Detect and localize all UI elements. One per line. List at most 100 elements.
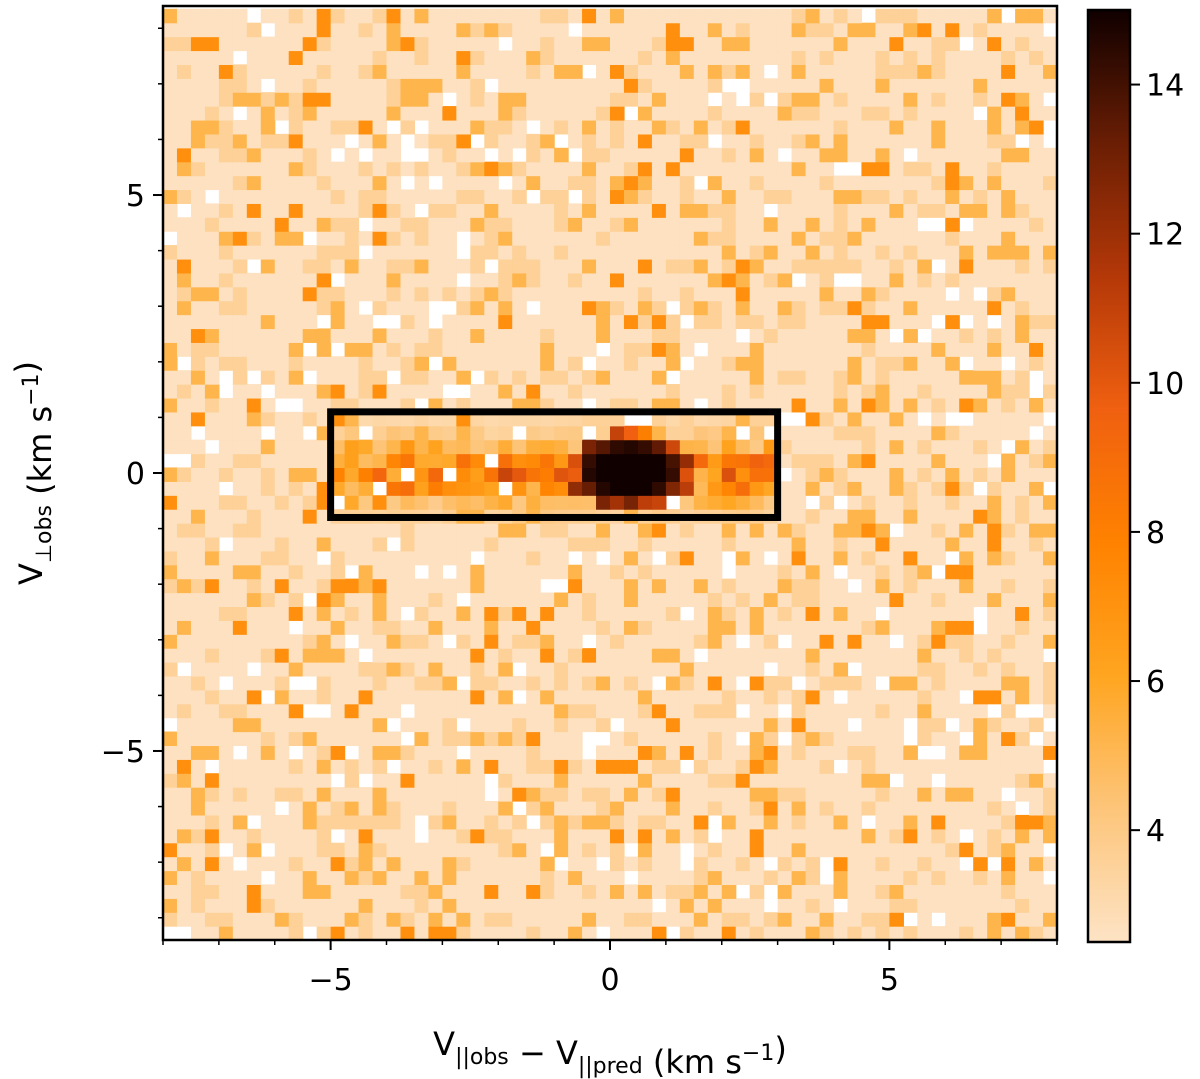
heatmap-cell [987,787,1002,802]
heatmap-cell [414,328,430,343]
heatmap-cell [428,523,443,538]
heatmap-cell [246,203,262,218]
heatmap-cell [693,78,709,93]
heatmap-cell [484,245,499,260]
heatmap-cell [442,592,457,608]
heatmap-cell [288,411,304,427]
heatmap-cell [260,773,276,788]
heatmap-cell [428,592,443,608]
heatmap-cell [540,759,555,774]
heatmap-cell [917,384,932,399]
heatmap-cell [735,300,751,316]
heatmap-cell [596,328,611,343]
heatmap-cell [512,634,527,649]
heatmap-cell [470,453,485,469]
heatmap-cell [805,550,821,566]
heatmap-cell [582,481,597,496]
heatmap-cell [623,773,639,788]
heatmap-cell [428,8,443,24]
heatmap-cell [707,745,723,760]
heatmap-cell [987,564,1002,580]
heatmap-cell [526,370,541,385]
heatmap-cell [330,411,346,427]
heatmap-cell [358,634,374,649]
heatmap-cell [163,536,178,552]
heatmap-cell [1043,453,1058,469]
heatmap-cell [316,620,332,635]
heatmap-cell [1015,384,1030,399]
heatmap-cell [623,717,639,733]
heatmap-cell [232,36,248,52]
heatmap-cell [596,425,611,441]
heatmap-cell [316,245,332,260]
heatmap-cell [875,328,890,343]
heatmap-cell [777,592,793,608]
heatmap-cell [791,731,807,747]
heatmap-cell [1015,92,1030,107]
heatmap-cell [1029,314,1044,330]
heatmap-cell [610,828,625,844]
heatmap-cell [833,119,849,135]
heatmap-cell [358,689,374,705]
heatmap-cell [163,856,178,872]
heatmap-cell [875,8,890,24]
heatmap-cell [707,175,723,191]
heatmap-cell [721,106,737,121]
heatmap-cell [721,36,737,52]
heatmap-cell [693,453,709,469]
heatmap-cell [456,217,471,232]
heatmap-cell [498,703,513,719]
heatmap-cell [372,648,388,663]
heatmap-cell [358,703,374,719]
heatmap-cell [917,523,932,538]
heatmap-cell [232,231,248,246]
heatmap-cell [973,592,988,608]
heatmap-cell [512,328,527,343]
heatmap-cell [721,634,737,649]
heatmap-cell [470,175,485,191]
heatmap-cell [428,467,443,482]
heatmap-cell [623,439,639,455]
heatmap-cell [204,856,220,872]
heatmap-cell [316,8,332,24]
heatmap-cell [330,634,346,649]
heatmap-cell [637,314,653,330]
heatmap-cell [721,578,737,594]
heatmap-cell [987,592,1002,608]
heatmap-cell [400,189,416,204]
heatmap-cell [651,606,667,621]
heatmap-cell [274,606,290,621]
heatmap-cell [260,884,276,899]
heatmap-cell [875,397,890,413]
heatmap-cell [540,147,555,163]
heatmap-cell [875,870,890,886]
heatmap-cell [1001,300,1016,316]
heatmap-cell [651,286,667,302]
heatmap-cell [442,175,457,191]
heatmap-cell [442,245,457,260]
heatmap-cell [791,759,807,774]
heatmap-cell [679,884,695,899]
heatmap-cell [931,342,946,357]
heatmap-cell [749,370,765,385]
heatmap-cell [386,689,402,705]
heatmap-cell [931,495,946,510]
heatmap-cell [875,245,890,260]
heatmap-cell [679,203,695,218]
heatmap-cell [456,50,471,65]
heatmap-cell [484,370,499,385]
heatmap-cell [917,231,932,246]
heatmap-cell [651,801,667,816]
heatmap-cell [568,787,583,802]
heatmap-cell [218,356,234,371]
heatmap-cell [372,523,388,538]
heatmap-cell [610,578,625,594]
heatmap-cell [498,564,513,580]
heatmap-cell [847,36,863,52]
heatmap-cell [330,22,346,38]
heatmap-cell [651,36,667,52]
heatmap-cell [959,425,974,441]
heatmap-cell [1029,161,1044,177]
heatmap-cell [1043,106,1058,121]
heatmap-cell [1001,175,1016,191]
